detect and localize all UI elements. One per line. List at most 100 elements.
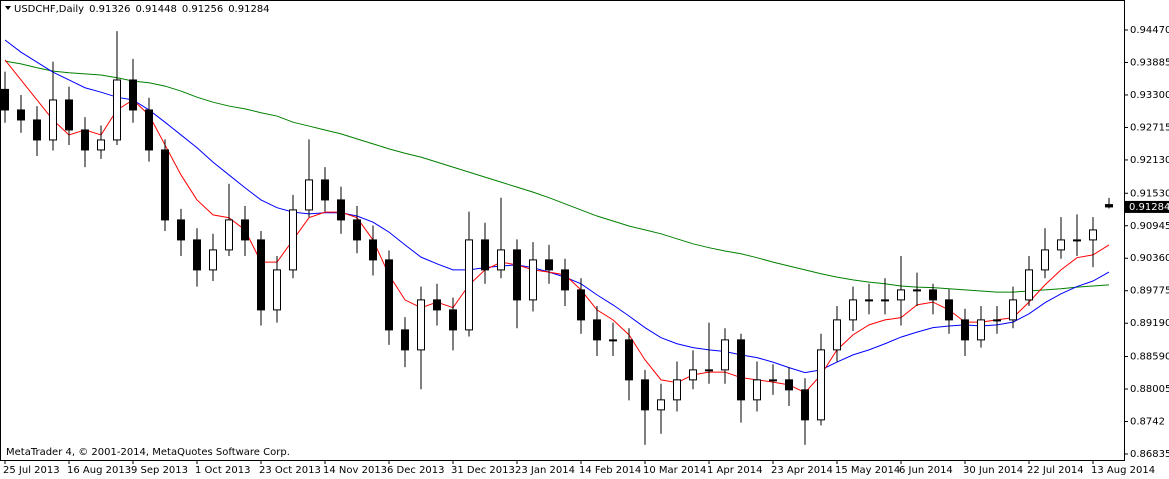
x-tick-label: 15 May 2014: [835, 465, 900, 476]
candle-body: [929, 289, 937, 301]
candle-body: [545, 259, 553, 271]
candle-body: [113, 79, 121, 141]
y-tick-label: 0.89775: [1130, 286, 1169, 297]
candle-body: [1009, 299, 1017, 321]
candle-body: [1073, 239, 1081, 242]
candle-body: [913, 289, 921, 292]
x-tick-label: 6 Dec 2013: [387, 465, 445, 476]
candle-body: [689, 369, 697, 381]
y-tick-label: 0.88590: [1130, 352, 1169, 363]
candle-body: [769, 379, 777, 382]
x-tick-label: 23 Jan 2014: [515, 465, 575, 476]
y-tick-label: 0.88005: [1130, 384, 1169, 395]
candle-body: [513, 249, 521, 301]
moving-average-line: [4, 39, 1110, 374]
y-tick-label: 0.93885: [1130, 57, 1169, 68]
candle-body: [705, 369, 713, 372]
x-tick-label: 13 Aug 2014: [1091, 465, 1155, 476]
candle-body: [1105, 204, 1113, 208]
candle-body: [129, 79, 137, 111]
plot-frame: [0, 0, 1125, 461]
candle-body: [817, 349, 825, 421]
symbol-title: USDCHF,Daily: [14, 4, 84, 15]
candle-body: [609, 339, 617, 342]
candle-body: [465, 239, 473, 331]
candle-body: [561, 269, 569, 291]
y-tick-label: 0.90945: [1130, 221, 1169, 232]
y-tick-label: 0.89190: [1130, 318, 1169, 329]
candle-body: [385, 259, 393, 331]
x-tick-label: 14 Feb 2014: [579, 465, 641, 476]
moving-average-line: [4, 59, 1110, 394]
candle-body: [945, 299, 953, 321]
x-tick-label: 23 Apr 2014: [771, 465, 833, 476]
y-tick-label: 0.94470: [1130, 25, 1169, 36]
candle-body: [49, 99, 57, 141]
x-tick-label: 14 Nov 2013: [323, 465, 387, 476]
x-tick-label: 1 Apr 2014: [707, 465, 762, 476]
candle-body: [737, 339, 745, 401]
candle-body: [593, 319, 601, 341]
x-tick-label: 1 Oct 2013: [195, 465, 250, 476]
x-tick-label: 22 Jul 2014: [1027, 465, 1084, 476]
x-tick-label: 10 Mar 2014: [643, 465, 706, 476]
y-tick-label: 0.93300: [1130, 90, 1169, 101]
candle-body: [369, 239, 377, 261]
candle-body: [161, 149, 169, 221]
x-tick-label: 6 Jun 2014: [899, 465, 953, 476]
candle-body: [145, 109, 153, 151]
candle-body: [177, 219, 185, 241]
y-tick-label: 0.8742: [1130, 417, 1165, 428]
price-label-box: [1125, 200, 1169, 213]
candle-body: [753, 379, 761, 401]
candle-body: [801, 389, 809, 421]
candle-body: [785, 379, 793, 391]
candle-body: [417, 299, 425, 351]
y-tick-label: 0.92130: [1130, 155, 1169, 166]
y-tick-label: 0.86835: [1130, 449, 1169, 460]
y-tick-label: 0.90360: [1130, 253, 1169, 264]
candle-body: [1, 88, 9, 111]
x-tick-label: 25 Jul 2013: [3, 465, 60, 476]
header-open: 0.91326: [89, 4, 130, 15]
candle-body: [257, 239, 265, 311]
header-high: 0.91448: [135, 4, 176, 15]
candle-body: [497, 249, 505, 271]
candle-body: [289, 209, 297, 271]
candle-body: [17, 109, 25, 121]
header-close: 0.91284: [228, 4, 269, 15]
candle-body: [529, 259, 537, 301]
candle-body: [353, 219, 361, 241]
candle-body: [81, 129, 89, 151]
candle-body: [865, 299, 873, 302]
candle-body: [337, 199, 345, 221]
candle-body: [961, 319, 969, 341]
candle-body: [321, 179, 329, 201]
candle-body: [65, 99, 73, 131]
candle-body: [193, 239, 201, 271]
candle-body: [401, 329, 409, 351]
x-tick-label: 30 Jun 2014: [963, 465, 1023, 476]
moving-average-line: [4, 60, 1110, 293]
candle-body: [305, 179, 313, 211]
candle-body: [481, 239, 489, 271]
candle-body: [97, 139, 105, 151]
candle-body: [241, 219, 249, 241]
candle-body: [433, 299, 441, 311]
candle-body: [657, 399, 665, 411]
candle-body: [881, 299, 889, 302]
candle-body: [449, 309, 457, 331]
price-label: 0.91284: [1129, 202, 1169, 213]
candle-body: [721, 339, 729, 371]
header: USDCHF,Daily 0.91326 0.91448 0.91256 0.91284: [14, 4, 270, 15]
candle-body: [977, 319, 985, 341]
x-tick-label: 16 Aug 2013: [67, 465, 131, 476]
candle-body: [625, 339, 633, 381]
candle-body: [225, 219, 233, 251]
candle-body: [1089, 229, 1097, 241]
header-arrow: [5, 6, 11, 10]
x-tick-label: 31 Dec 2013: [451, 465, 515, 476]
y-tick-label: 0.91530: [1130, 188, 1169, 199]
